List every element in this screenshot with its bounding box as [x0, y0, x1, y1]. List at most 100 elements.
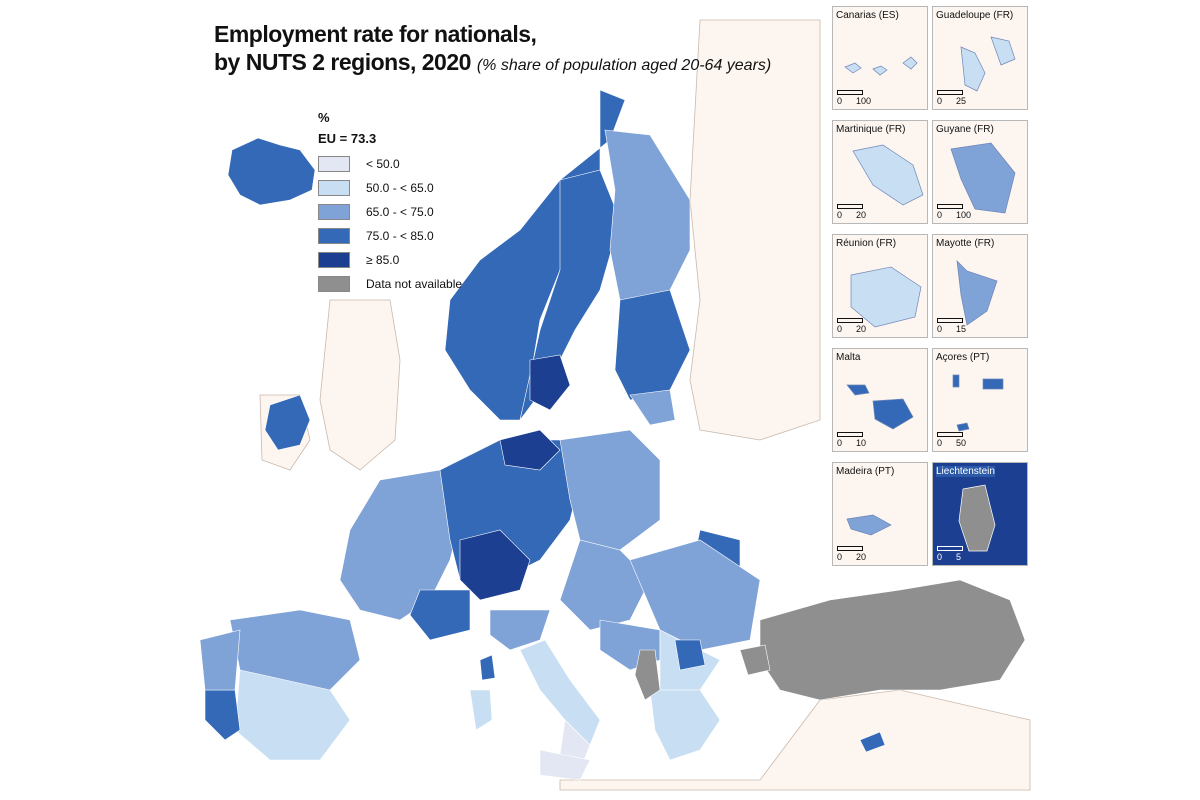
inset-title: Malta	[836, 352, 861, 363]
inset-scale-bar: 0 20	[837, 204, 866, 220]
legend-item: 75.0 - < 85.0	[318, 224, 462, 248]
inset-scale-bar: 0 100	[837, 90, 871, 106]
inset-title: Guadeloupe (FR)	[936, 10, 1014, 21]
inset-shape	[846, 384, 914, 430]
scale-bar-label: 0	[937, 552, 943, 562]
scale-bar-graphic	[837, 432, 863, 437]
scale-bar-graphic	[837, 546, 863, 551]
inset-map: Açores (PT) 0 50	[932, 348, 1028, 452]
legend-swatch	[318, 204, 350, 220]
subtitle: (% share of population aged 20-64 years)	[476, 57, 772, 74]
legend-swatch	[318, 180, 350, 196]
inset-title: Mayotte (FR)	[936, 238, 995, 249]
scale-bar-labels: 0 25	[937, 96, 966, 106]
inset-region	[852, 144, 924, 206]
scale-bar-label: 0	[837, 324, 843, 334]
inset-scale-bar: 0 15	[937, 318, 966, 334]
inset-map: Liechtenstein 0 5	[932, 462, 1028, 566]
inset-map: Malta 0 10	[832, 348, 928, 452]
inset-shape	[960, 36, 1016, 92]
inset-scale-bar: 0 100	[937, 204, 971, 220]
inset-title: Réunion (FR)	[836, 238, 897, 249]
scale-bar-label: 100	[956, 210, 972, 220]
region-turkey	[759, 579, 1026, 701]
legend-label: 50.0 - < 65.0	[366, 181, 434, 195]
scale-bar-graphic	[937, 432, 963, 437]
inset-title: Madeira (PT)	[836, 466, 895, 477]
scale-bar-labels: 0 100	[937, 210, 971, 220]
inset-shape	[850, 266, 922, 328]
title-line-2: by NUTS 2 regions, 2020 (% share of popu…	[214, 48, 771, 80]
inset-map: Madeira (PT) 0 20	[832, 462, 928, 566]
scale-bar-label: 20	[856, 210, 867, 220]
region-group-continent	[339, 429, 761, 651]
scale-bar-graphic	[937, 546, 963, 551]
legend-item: < 50.0	[318, 152, 462, 176]
region-iceland	[227, 137, 316, 206]
region-ireland	[264, 394, 311, 451]
inset-region	[958, 484, 996, 552]
inset-shape	[846, 514, 892, 536]
inset-region	[850, 266, 922, 328]
scale-bar-labels: 0 100	[837, 96, 871, 106]
legend-item: Data not available	[318, 272, 462, 296]
scale-bar-label: 15	[956, 324, 967, 334]
inset-scale-bar: 0 20	[837, 546, 866, 562]
legend-unit: %	[318, 110, 330, 125]
legend: % EU = 73.3 < 50.0 50.0 - < 65.0 65.0 - < …	[318, 110, 462, 296]
inset-region	[846, 384, 914, 430]
inset-region	[950, 142, 1016, 214]
title-line-1: Employment rate for nationals,	[214, 21, 537, 47]
inset-shape	[956, 260, 998, 326]
inset-map: Canarias (ES) 0 100	[832, 6, 928, 110]
inset-scale-bar: 0 10	[837, 432, 866, 448]
scale-bar-label: 25	[956, 96, 967, 106]
scale-bar-labels: 0 20	[837, 210, 866, 220]
inset-region	[844, 56, 918, 76]
scale-bar-label: 0	[837, 96, 843, 106]
inset-region	[846, 514, 892, 536]
inset-title: Canarias (ES)	[836, 10, 899, 21]
scale-bar-label: 20	[856, 552, 867, 562]
region-group-balkans	[599, 619, 886, 761]
scale-bar-labels: 0 50	[937, 438, 966, 448]
scale-bar-label: 0	[937, 210, 943, 220]
inset-region	[952, 374, 1004, 432]
inset-shape	[952, 374, 1004, 432]
inset-title: Liechtenstein	[936, 466, 995, 477]
inset-title: Açores (PT)	[936, 352, 990, 363]
region-group-scandinavia	[444, 89, 691, 426]
scale-bar-graphic	[937, 318, 963, 323]
inset-scale-bar: 0 25	[937, 90, 966, 106]
scale-bar-label: 50	[956, 438, 967, 448]
legend-label: ≥ 85.0	[366, 253, 400, 267]
inset-shape	[958, 484, 996, 552]
scale-bar-graphic	[937, 90, 963, 95]
inset-shape	[844, 56, 918, 76]
scale-bar-label: 0	[837, 438, 843, 448]
legend-swatch	[318, 156, 350, 172]
inset-region	[956, 260, 998, 326]
scale-bar-label: 10	[856, 438, 867, 448]
inset-title: Martinique (FR)	[836, 124, 906, 135]
region-group-iberia	[199, 609, 361, 761]
scale-bar-label: 0	[937, 96, 943, 106]
inset-map: Réunion (FR) 0 20	[832, 234, 928, 338]
scale-bar-graphic	[837, 90, 863, 95]
scale-bar-labels: 0 10	[837, 438, 866, 448]
inset-map: Guyane (FR) 0 100	[932, 120, 1028, 224]
inset-shape	[852, 144, 924, 206]
scale-bar-label: 20	[856, 324, 867, 334]
inset-map: Guadeloupe (FR) 0 25	[932, 6, 1028, 110]
region-eastern-thrace	[739, 644, 771, 676]
scale-bar-label: 0	[937, 324, 943, 334]
scale-bar-graphic	[937, 204, 963, 209]
scale-bar-labels: 0 15	[937, 324, 966, 334]
title-block: Employment rate for nationals, by NUTS 2…	[214, 20, 771, 80]
inset-shape	[950, 142, 1016, 214]
title-line-2-text: by NUTS 2 regions, 2020	[214, 49, 471, 75]
scale-bar-label: 0	[937, 438, 943, 448]
